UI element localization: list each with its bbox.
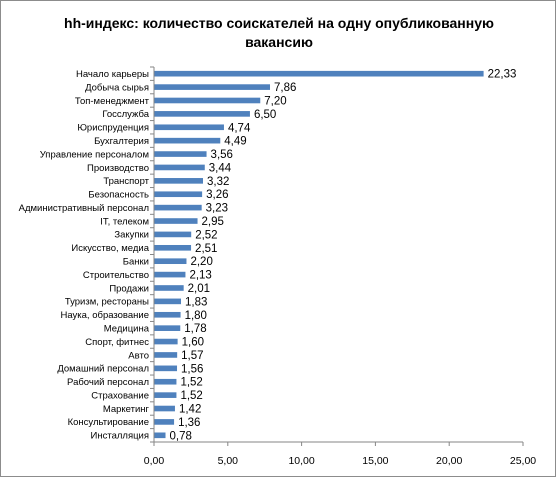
value-label: 1,78 <box>184 323 206 335</box>
bar <box>154 244 192 251</box>
bar <box>154 191 203 198</box>
value-label: 0,78 <box>170 430 192 442</box>
value-label: 2,20 <box>190 256 212 268</box>
value-label: 2,95 <box>202 216 224 228</box>
value-label: 1,36 <box>178 417 200 429</box>
category-label: Медицина <box>104 323 150 334</box>
value-label: 1,56 <box>181 363 203 375</box>
category-label: Консультирование <box>68 417 149 428</box>
value-label: 3,32 <box>207 176 229 188</box>
category-label: Начало карьеры <box>76 69 149 80</box>
bar <box>154 218 198 224</box>
value-label: 2,01 <box>188 283 210 295</box>
bar <box>154 405 175 412</box>
category-label: Страхование <box>91 390 149 401</box>
value-label: 3,26 <box>206 189 228 201</box>
category-label: Искусство, медиа <box>71 243 149 254</box>
value-label: 4,49 <box>224 136 246 148</box>
category-label: Безопасность <box>88 190 149 201</box>
bar-series: Начало карьеры 22,33 Добыча сырья 7,86 Топ-м… <box>19 69 517 443</box>
bar <box>154 365 178 372</box>
value-label: 2,13 <box>189 270 211 282</box>
value-label: 1,52 <box>180 390 202 402</box>
value-label: 1,57 <box>181 350 203 362</box>
value-label: 2,51 <box>195 243 217 255</box>
bar <box>154 352 178 358</box>
bar <box>154 70 484 77</box>
bar <box>154 111 250 117</box>
category-label: Производство <box>87 163 149 174</box>
bar <box>154 97 261 104</box>
x-tick-label: 15,00 <box>362 455 388 467</box>
category-label: Административный персонал <box>19 203 149 214</box>
bar <box>154 285 184 291</box>
bar <box>154 231 192 238</box>
category-label: IT, телеком <box>100 216 149 227</box>
value-label: 1,42 <box>179 404 201 416</box>
bar <box>154 271 186 278</box>
bar <box>154 84 271 90</box>
category-label: Топ-менеджмент <box>75 96 150 107</box>
bar <box>154 151 207 157</box>
category-label: Инсталляция <box>91 431 149 442</box>
bar <box>154 419 175 425</box>
value-label: 3,23 <box>206 203 228 215</box>
chart-axes: 0,00 5,00 10,00 15,00 20,00 25,00 <box>144 66 536 467</box>
bar <box>154 378 177 385</box>
value-label: 1,60 <box>182 337 204 349</box>
chart-title-line-1: hh-индекс: количество соискателей на одн… <box>64 15 494 31</box>
value-label: 6,50 <box>254 109 276 121</box>
category-label: Маркетинг <box>103 404 150 415</box>
value-label: 4,74 <box>228 122 251 134</box>
x-tick-label: 0,00 <box>144 455 165 467</box>
category-label: Рабочий персонал <box>67 377 149 388</box>
bar <box>154 432 166 439</box>
category-label: Строительство <box>83 270 149 281</box>
category-label: Закупки <box>114 230 149 241</box>
category-label: Госслужба <box>102 109 149 120</box>
value-label: 22,33 <box>488 69 517 81</box>
x-tick-label: 25,00 <box>510 455 536 467</box>
category-label: Наука, образование <box>61 310 150 321</box>
bar <box>154 124 224 131</box>
x-tick-label: 5,00 <box>218 455 239 467</box>
category-label: Бухгалтерия <box>94 136 149 147</box>
bar <box>154 178 203 184</box>
value-label: 1,83 <box>185 296 207 308</box>
value-label: 1,52 <box>180 377 202 389</box>
bar <box>154 298 182 305</box>
category-label: Юриспруденция <box>77 123 149 134</box>
chart-title-line-2: вакансию <box>245 34 313 50</box>
category-label: Авто <box>128 350 149 361</box>
value-label: 3,56 <box>211 149 233 161</box>
category-label: Домашний персонал <box>57 364 149 375</box>
bar <box>154 392 177 398</box>
value-label: 3,44 <box>209 162 232 174</box>
bar <box>154 137 221 144</box>
category-label: Спорт, фитнес <box>85 337 149 348</box>
category-label: Добыча сырья <box>85 82 149 93</box>
bar <box>154 311 181 318</box>
category-label: Управление персоналом <box>40 149 149 160</box>
category-label: Транспорт <box>103 176 149 187</box>
bar <box>154 258 187 265</box>
category-label: Продажи <box>109 283 149 294</box>
bar <box>154 164 205 171</box>
value-label: 7,20 <box>264 95 286 107</box>
value-label: 7,86 <box>274 82 296 94</box>
category-label: Банки <box>123 257 149 268</box>
value-label: 1,80 <box>185 310 207 322</box>
bar <box>154 338 178 345</box>
category-label: Туризм, рестораны <box>65 297 149 308</box>
bar <box>154 204 202 211</box>
x-tick-label: 20,00 <box>436 455 462 467</box>
x-tick-label: 10,00 <box>288 455 314 467</box>
bar <box>154 325 181 331</box>
value-label: 2,52 <box>195 229 217 241</box>
